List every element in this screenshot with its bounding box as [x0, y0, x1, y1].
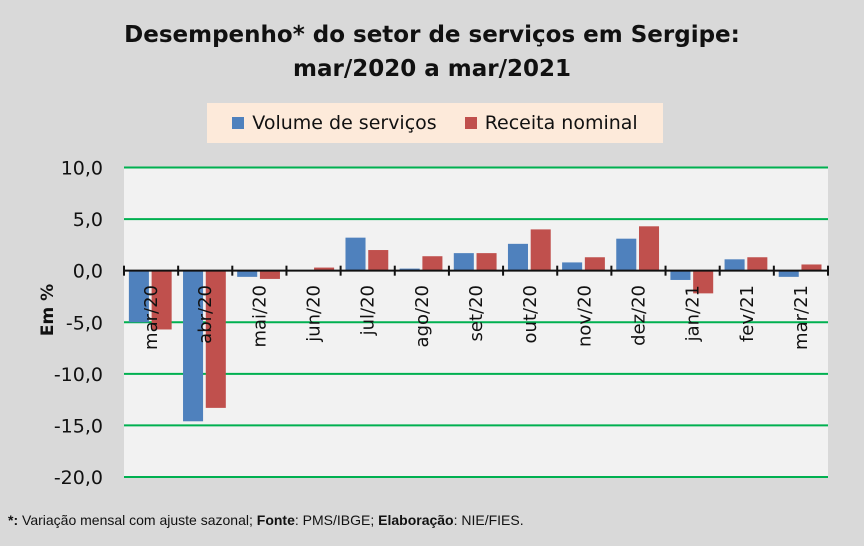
- x-tick-label: fev/21: [737, 285, 758, 342]
- bar-volume-abr-20: [183, 270, 204, 422]
- bar-receita-dez-20: [639, 226, 660, 271]
- bar-volume-dez-20: [616, 238, 637, 271]
- footer-asterisk: *:: [8, 512, 19, 528]
- x-tick-label: abr/20: [195, 285, 216, 344]
- x-tick-label: set/20: [466, 285, 487, 341]
- bar-volume-jan-21: [670, 270, 691, 280]
- x-tick-label: out/20: [520, 285, 541, 343]
- x-tick-label: nov/20: [574, 285, 595, 347]
- bar-volume-mar-20: [128, 270, 149, 323]
- x-tick-label: ago/20: [412, 285, 433, 347]
- bar-receita-out-20: [530, 229, 551, 271]
- bar-receita-fev-21: [747, 257, 768, 271]
- legend-item-volume: Volume de serviços: [232, 112, 437, 134]
- bar-volume-out-20: [507, 243, 528, 271]
- bars: [128, 226, 822, 422]
- y-tick-label: -15,0: [54, 415, 103, 437]
- x-axis: [123, 265, 829, 276]
- y-tick-label: 0,0: [73, 261, 103, 283]
- bar-receita-mai-20: [259, 270, 280, 279]
- legend-label-volume: Volume de serviços: [252, 112, 437, 134]
- x-tick-label: mar/20: [141, 285, 162, 350]
- bar-volume-set-20: [453, 253, 474, 271]
- footer-note-text: Variação mensal com ajuste sazonal;: [18, 512, 257, 528]
- x-tick-label: dez/20: [628, 285, 649, 346]
- footer-source: : PMS/IBGE;: [294, 512, 379, 528]
- bar-receita-abr-20: [205, 270, 226, 408]
- y-tick-label: -10,0: [54, 364, 103, 386]
- x-tick-label: mai/20: [249, 285, 270, 348]
- legend-label-receita: Receita nominal: [484, 112, 638, 134]
- gridlines: [124, 166, 828, 478]
- footer-source-label: Fonte: [256, 512, 295, 528]
- chart-title-line2: mar/2020 a mar/2021: [292, 56, 572, 82]
- legend-swatch-volume: [232, 117, 245, 129]
- footer-author-label: Elaboração: [378, 512, 454, 528]
- bar-volume-mai-20: [237, 270, 258, 277]
- x-tick-labels: mar/20 abr/20 mai/20 jun/20 jul/20 ago/20 set/…: [141, 285, 812, 350]
- bar-volume-mar-21: [778, 270, 799, 277]
- chart-title-line1: Desempenho* do setor de serviços em Serg…: [124, 22, 740, 48]
- bar-receita-jul-20: [368, 250, 389, 271]
- bar-volume-fev-21: [724, 259, 745, 271]
- y-tick-label: 10,0: [61, 158, 103, 180]
- bar-receita-jun-20: [314, 267, 335, 271]
- bar-volume-jul-20: [345, 237, 366, 271]
- legend-item-receita: Receita nominal: [464, 112, 638, 134]
- footer-note: *: Variação mensal com ajuste sazonal; F…: [8, 512, 524, 528]
- y-tick-label: -20,0: [54, 467, 103, 489]
- chart-title: Desempenho* do setor de serviços em Serg…: [0, 18, 864, 86]
- x-tick-label: jan/21: [683, 285, 704, 342]
- bar-receita-set-20: [476, 253, 497, 271]
- y-tick-label: -5,0: [66, 312, 103, 334]
- footer-author: : NIE/FIES.: [453, 512, 524, 528]
- bar-receita-mar-20: [151, 270, 172, 330]
- x-tick-label: mar/21: [791, 285, 812, 350]
- x-tick-label: jun/20: [304, 285, 325, 343]
- bar-volume-ago-20: [399, 268, 420, 271]
- legend: Volume de serviços Receita nominal: [207, 103, 663, 143]
- bar-receita-ago-20: [422, 256, 443, 271]
- legend-swatch-receita: [464, 117, 477, 129]
- bar-volume-nov-20: [562, 262, 583, 271]
- bar-receita-jan-21: [693, 270, 714, 294]
- bar-receita-nov-20: [584, 257, 605, 271]
- y-tick-label: 5,0: [73, 209, 103, 231]
- y-tick-labels: 10,0 5,0 0,0 -5,0 -10,0 -15,0 -20,0: [54, 158, 103, 490]
- x-tick-label: jul/20: [358, 285, 379, 336]
- bar-receita-mar-21: [801, 264, 822, 271]
